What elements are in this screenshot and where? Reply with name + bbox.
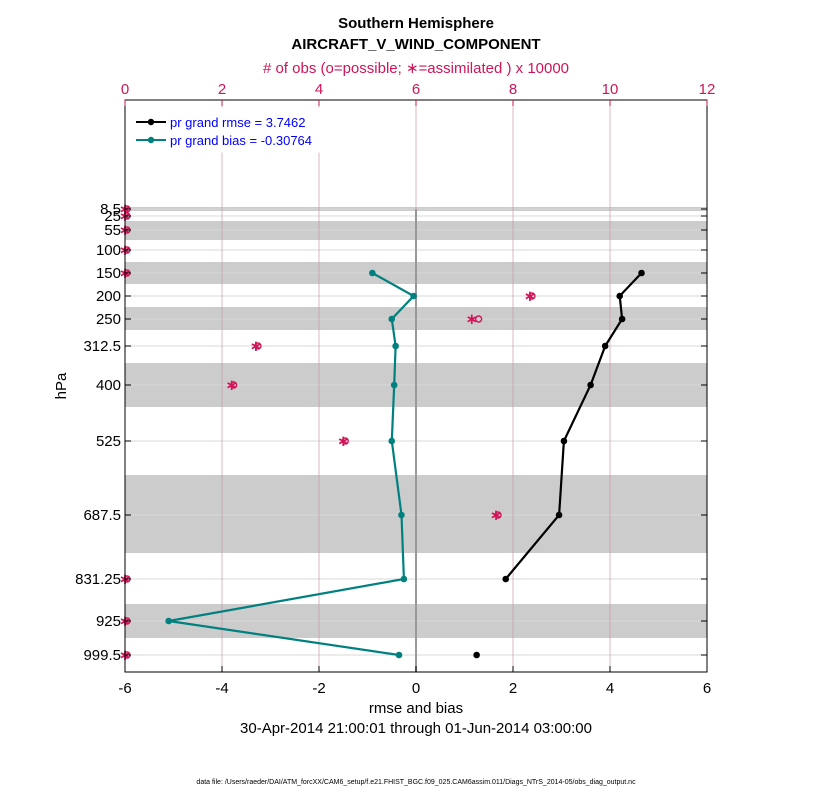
- obs-assimilated-7: ∗: [250, 337, 263, 355]
- obs-assimilated-8: ∗: [225, 376, 238, 394]
- y-tick-label-4: 150: [96, 265, 121, 282]
- top-tick-label-4: 8: [509, 81, 517, 98]
- top-tick-label-5: 10: [602, 81, 619, 98]
- obs-possible-8: [229, 381, 238, 389]
- x-tick-label-4: 2: [509, 680, 517, 697]
- y-axis-label: hPa: [53, 372, 70, 399]
- y-tick-label-6: 250: [96, 311, 121, 328]
- obs-possible-10: [494, 511, 502, 519]
- top-axis-ticks: 0 2 4 6 8 10 12: [121, 81, 716, 106]
- bias-point-11: [400, 575, 408, 583]
- bias-point-7: [392, 342, 399, 350]
- bias-point-8: [390, 381, 398, 389]
- legend-box: [130, 107, 346, 153]
- chart-title-line2: AIRCRAFT_V_WIND_COMPONENT: [291, 36, 540, 53]
- y-tick-label-1: 25: [104, 208, 121, 225]
- footer-data-file: data file: /Users/raeder/DAI/ATM_forcXX/…: [196, 779, 636, 786]
- rmse-point-6: [618, 315, 626, 323]
- legend-rmse-label: pr grand rmse = 3.7462: [170, 115, 306, 130]
- bias-point-6: [388, 315, 396, 323]
- y-tick-label-13: 999.5: [83, 647, 121, 664]
- y-tick-label-11: 831.25: [75, 571, 121, 588]
- bias-point-12: [165, 617, 172, 625]
- x-tick-label-3: 0: [412, 680, 420, 697]
- top-tick-label-0: 0: [121, 81, 129, 98]
- legend-bias-label: pr grand bias = -0.30764: [170, 133, 312, 148]
- top-tick-label-6: 12: [699, 81, 716, 98]
- obs-possible-9: [341, 437, 349, 445]
- date-range-label: 30-Apr-2014 21:00:01 through 01-Jun-2014…: [240, 720, 592, 737]
- rmse-point-8: [587, 381, 594, 389]
- series-layer: [165, 270, 644, 659]
- chart-title-line1: Southern Hemisphere: [338, 15, 494, 32]
- x-axis-label: rmse and bias: [369, 700, 463, 717]
- bias-point-5: [410, 292, 417, 300]
- x-tick-label-0: -6: [118, 680, 131, 697]
- rmse-point-4: [638, 269, 645, 277]
- obs-assimilated-10: ∗: [490, 506, 503, 524]
- top-axis-label: # of obs (o=possible; ∗=assimilated ) x …: [263, 60, 569, 77]
- rmse-point-9: [560, 437, 568, 445]
- obs-possible-5: [528, 292, 536, 300]
- legend-rmse-marker: [147, 118, 155, 126]
- y-tick-label-5: 200: [96, 288, 121, 305]
- y-tick-label-3: 100: [96, 242, 121, 259]
- obs-assimilated-5: ∗: [524, 287, 537, 305]
- y-tick-label-12: 925: [96, 613, 121, 630]
- x-axis-ticks: -6 -4 -2 0 2 4 6: [118, 666, 711, 697]
- legend: pr grand rmse = 3.7462 pr grand bias = -…: [130, 107, 346, 153]
- bias-point-10: [398, 511, 405, 519]
- x-tick-label-2: -2: [312, 680, 325, 697]
- rmse-point-11: [502, 575, 510, 583]
- obs-possible-6: [474, 315, 483, 323]
- bias-line: [168, 272, 416, 657]
- obs-assimilated-6: ∗: [465, 310, 478, 328]
- y-tick-label-10: 687.5: [83, 507, 121, 524]
- rmse-point-10: [555, 511, 563, 519]
- obs-assimilated-9: ∗: [337, 432, 350, 450]
- rmse-point-13: [473, 651, 480, 659]
- legend-bias-marker: [147, 136, 155, 144]
- x-tick-label-1: -4: [215, 680, 228, 697]
- rmse-point-5: [616, 292, 623, 300]
- rmse-line: [477, 273, 642, 655]
- bias-point-13: [395, 651, 403, 659]
- y-tick-label-0: 8.5: [100, 201, 121, 218]
- y-tick-label-9: 525: [96, 433, 121, 450]
- top-tick-label-1: 2: [218, 81, 226, 98]
- top-tick-label-3: 6: [412, 81, 420, 98]
- top-tick-label-2: 4: [315, 81, 323, 98]
- x-tick-label-5: 4: [606, 680, 614, 697]
- y-tick-label-7: 312.5: [83, 338, 121, 355]
- y-tick-label-8: 400: [96, 377, 121, 394]
- x-tick-label-6: 6: [703, 680, 711, 697]
- bias-point-4: [369, 269, 376, 277]
- rmse-point-7: [601, 342, 609, 350]
- y-tick-label-2: 55: [104, 222, 121, 239]
- bias-point-9: [388, 437, 396, 445]
- obs-possible-7: [254, 342, 262, 350]
